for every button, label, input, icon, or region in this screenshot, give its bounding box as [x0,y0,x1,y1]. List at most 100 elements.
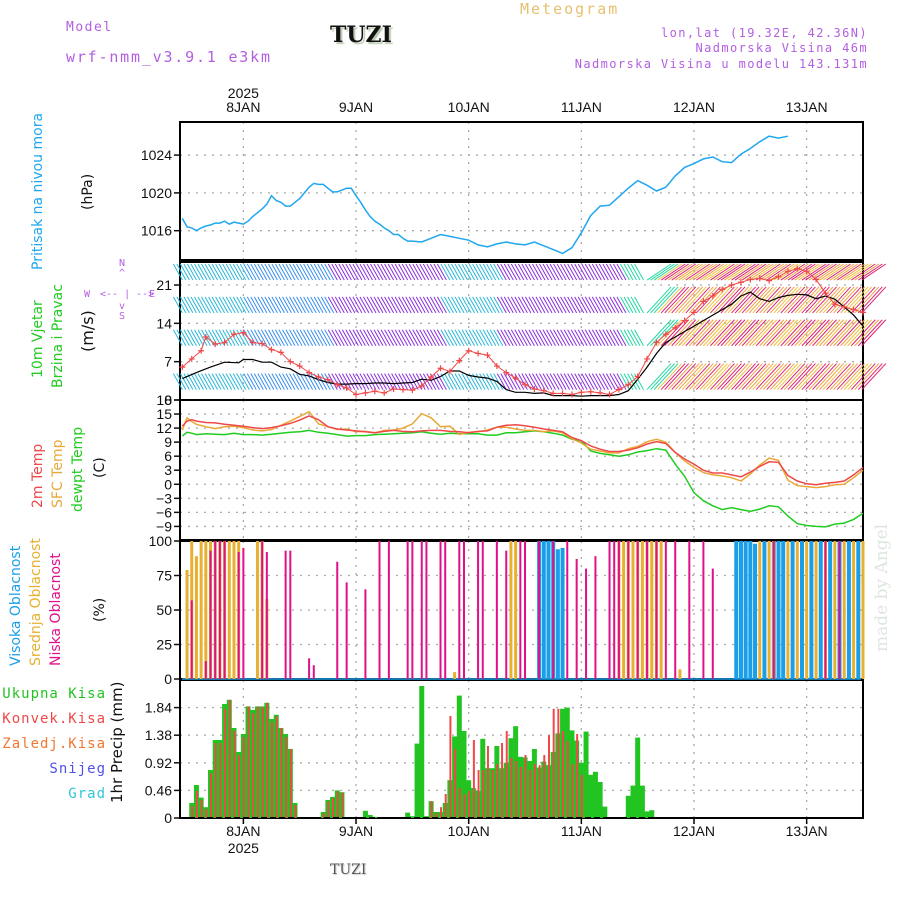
wind-barb [324,329,335,347]
wind-barb [412,329,423,347]
wind-barb [577,329,588,347]
wind-gust-marker [587,388,594,395]
wind-barb [229,329,240,347]
wind-barb [380,296,391,314]
wind-barb [183,373,194,390]
wind-barb [377,263,387,281]
wind-barb [289,373,299,390]
wind-barb [405,296,416,314]
wind-barb [310,263,321,281]
wind-barb [472,263,483,281]
wind-barb [401,329,412,347]
wind-barb [222,329,233,347]
precip-bar-total [362,810,368,818]
wind-gust-marker [202,334,209,341]
legend-snow: Snijeg [49,761,106,777]
wind-gust-marker [371,388,378,395]
wind-barb [713,286,739,314]
wind-barb [440,329,451,347]
wind-barb [271,373,282,390]
wind-barb [780,263,806,281]
cloud-bar-mid [227,541,231,679]
wind-barb [176,329,187,347]
wind-barb [208,296,218,314]
wind-barb [479,373,490,390]
cloud-bar-low [439,541,442,679]
y-tick-label: 75 [156,568,172,584]
wind-barb [620,296,630,314]
wind-barb [429,329,440,347]
wind-barb [348,263,359,281]
wind-barb [433,329,444,347]
wind-barb [391,329,402,347]
wind-barb [535,296,546,314]
wind-barb [612,373,623,390]
precip-bar-conv [440,807,443,818]
wind-barb [190,329,201,347]
wind-barb [419,263,430,281]
wind-barb [692,263,718,281]
wind-gust-marker [756,275,763,282]
wind-barb [556,296,567,314]
precip-bar-conv [557,708,560,818]
precip-bar-total [409,816,415,818]
wind-barb [461,329,472,347]
wind-barb [861,263,887,281]
cloud-bar-high [560,547,565,679]
wind-barb [377,329,387,347]
wind-barb [363,263,373,281]
wind-barb [577,296,588,314]
wind-barb [755,319,781,347]
wind-gust-marker [390,386,397,393]
precip-bar-conv [463,794,466,818]
wind-barb [819,363,844,390]
wind-barb [514,329,525,347]
wind-barb [201,296,211,314]
wind-barb [598,263,609,281]
precip-bar-conv [210,773,213,818]
cloud-bar-low [289,550,292,679]
wind-barb [549,296,560,314]
wind-barb [681,263,707,281]
wind-barb [717,286,742,314]
wind-barb [678,286,704,314]
x-tick-year-top: 2025 [228,85,259,101]
wind-gust-marker [334,381,341,388]
wind-barb [176,263,187,281]
wind-barb [762,263,788,281]
wind-barb [292,329,303,347]
cloud-bar-low [627,541,630,679]
wind-barb [334,329,345,347]
wind-barb [243,263,254,281]
cloud-bar-low [613,541,616,679]
wind-barb [222,263,233,281]
wind-barb [798,263,823,281]
wind-gust-marker [803,268,810,275]
cloud-bar-low [519,541,522,679]
wind-barb [653,263,679,281]
wind-barb [190,373,201,390]
wind-barb [826,286,851,314]
wind-barb [808,286,834,314]
wind-barb [384,373,395,390]
wind-barb [503,263,514,281]
precip-bar-total [639,785,645,818]
wind-barb [822,319,848,347]
wind-barb [296,373,307,390]
wind-barb [391,263,402,281]
wind-barb [535,329,546,347]
wind-barb [854,286,880,314]
wind-barb [186,263,197,281]
wind-barb [787,363,813,390]
cloud-bar-low [655,541,658,679]
wind-barb [313,263,324,281]
wind-barb [422,263,433,281]
wind-barb [373,296,384,314]
precip-bar-conv [233,731,236,818]
wind-barb [678,263,704,281]
wind-barb [267,296,278,314]
wind-barb [454,373,465,390]
wind-barb [183,329,194,347]
wind-barb [605,329,616,347]
precip-bar-total [414,743,420,818]
